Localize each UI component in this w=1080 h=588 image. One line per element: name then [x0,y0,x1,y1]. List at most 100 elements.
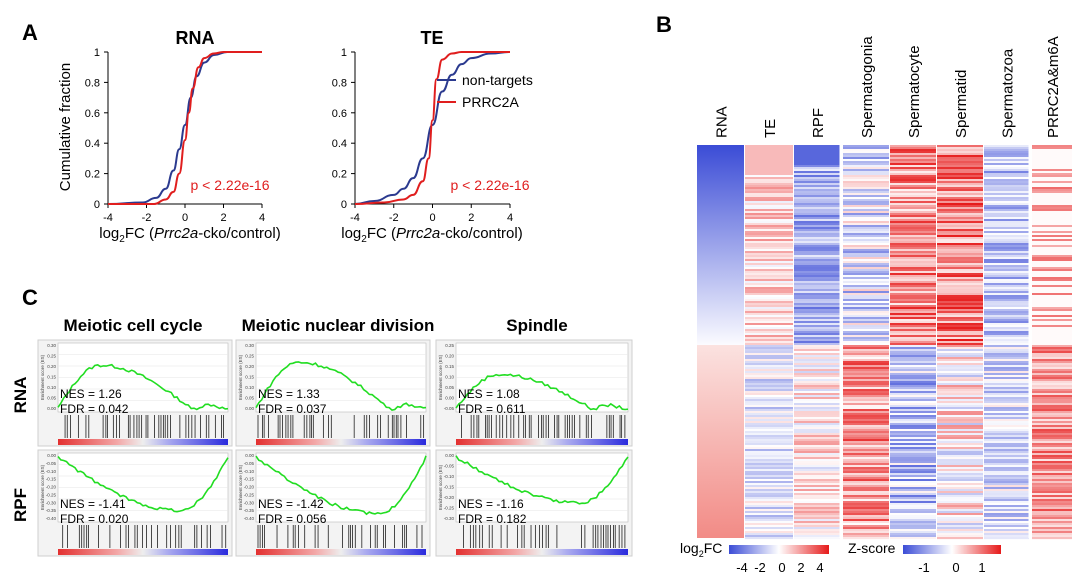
heatmap-row-stripe [1032,459,1072,462]
gsea-y-tick: 0.25 [47,354,56,359]
heatmap-row-stripe [890,441,936,444]
heatmap-row-stripe [843,347,889,350]
heatmap-row-stripe [937,351,983,354]
heatmap-row-stripe [890,241,936,244]
heatmap-row-stripe [745,261,793,264]
heatmap-row-stripe [745,359,793,362]
heatmap-row-stripe [1032,225,1072,228]
heatmap-row-stripe [843,463,889,466]
heatmap-row-stripe [984,187,1029,190]
heatmap-row-stripe [843,163,889,166]
heatmap-row-stripe [890,383,936,386]
heatmap-row-stripe [843,249,889,252]
heatmap-row-stripe [984,481,1029,484]
heatmap-row-stripe [890,287,936,290]
heatmap-row-stripe [937,459,983,462]
heatmap-row-stripe [984,203,1029,206]
heatmap-row-stripe [984,169,1029,172]
heatmap-row-stripe [745,459,793,462]
heatmap-row-stripe [984,287,1029,290]
heatmap-row-stripe [890,171,936,174]
heatmap-row-stripe [890,413,936,416]
heatmap-row-stripe [745,149,793,152]
heatmap-row-stripe [937,333,983,336]
heatmap-row-stripe [937,291,983,294]
heatmap-row-stripe [843,213,889,216]
heatmap-row-stripe [843,187,889,190]
heatmap-row-stripe [890,175,936,178]
heatmap-row-stripe [794,277,840,280]
heatmap-row-stripe [843,451,889,454]
heatmap-row-stripe [984,177,1029,180]
heatmap-row-stripe [794,521,840,524]
heatmap-row-stripe [937,399,983,402]
heatmap-row-stripe [745,341,793,344]
heatmap-row-stripe [843,383,889,386]
heatmap-row-stripe [794,151,840,154]
heatmap-row-stripe [890,337,936,340]
heatmap-row-stripe [890,461,936,464]
heatmap-row-stripe [890,335,936,338]
heatmap-row-stripe [843,255,889,258]
heatmap-row-stripe [1032,489,1072,492]
heatmap-row-stripe [937,461,983,464]
heatmap-row-stripe [843,485,889,488]
heatmap-row-stripe [843,317,889,320]
heatmap-row-stripe [843,439,889,442]
heatmap-row-stripe [745,235,793,238]
heatmap-row-stripe [1032,369,1072,372]
heatmap-row-stripe [937,467,983,470]
heatmap-row-stripe [890,219,936,222]
heatmap-row-stripe [1032,189,1072,192]
heatmap-row-stripe [794,225,840,228]
heatmap-row-stripe [984,413,1029,416]
heatmap-row-stripe [1032,417,1072,420]
heatmap-row-stripe [937,287,983,290]
heatmap-row-stripe [794,487,840,490]
heatmap-row-stripe [1032,405,1072,408]
heatmap-row-stripe [890,155,936,158]
heatmap-row-stripe [843,517,889,520]
heatmap-row-stripe [984,209,1029,212]
heatmap-row-stripe [984,241,1029,244]
heatmap-row-stripe [984,489,1029,492]
heatmap-row-stripe [794,201,840,204]
heatmap-row-stripe [984,309,1029,312]
heatmap-row-stripe [937,263,983,266]
heatmap-row-stripe [745,437,793,440]
heatmap-row-stripe [1032,365,1072,368]
heatmap-row-stripe [1032,215,1072,218]
heatmap-row-stripe [1032,409,1072,412]
heatmap-row-stripe [745,281,793,284]
heatmap-row-stripe [984,371,1029,374]
heatmap-row-stripe [745,531,793,534]
heatmap-row-stripe [890,261,936,264]
heatmap-row-stripe [1032,493,1072,496]
heatmap-row-stripe [794,495,840,498]
heatmap-row-stripe [1032,203,1072,206]
heatmap-row-stripe [1032,159,1072,162]
heatmap-row-stripe [843,365,889,368]
heatmap-row-stripe [794,285,840,288]
gsea-y-tick: -0.10 [46,469,57,474]
heatmap-row-stripe [1032,295,1072,298]
heatmap-row-stripe [890,493,936,496]
heatmap-row-stripe [1032,149,1072,152]
heatmap-row-stripe [937,303,983,306]
heatmap-row-stripe [794,529,840,532]
gsea-hit-barcode [257,415,425,438]
heatmap-row-stripe [890,513,936,516]
heatmap-row-stripe [1032,471,1072,474]
heatmap-row-stripe [937,527,983,530]
heatmap-row-stripe [937,175,983,178]
heatmap-row-stripe [984,189,1029,192]
heatmap-row-stripe [937,487,983,490]
gsea-y-tick: 0.25 [245,354,254,359]
heatmap-row-stripe [745,519,793,522]
heatmap-row-stripe [1032,355,1072,358]
heatmap-row-stripe [937,417,983,420]
heatmap-row-stripe [843,239,889,242]
gsea-y-tick: 0.20 [245,364,254,369]
heatmap-row-stripe [984,193,1029,196]
heatmap-row-stripe [984,389,1029,392]
